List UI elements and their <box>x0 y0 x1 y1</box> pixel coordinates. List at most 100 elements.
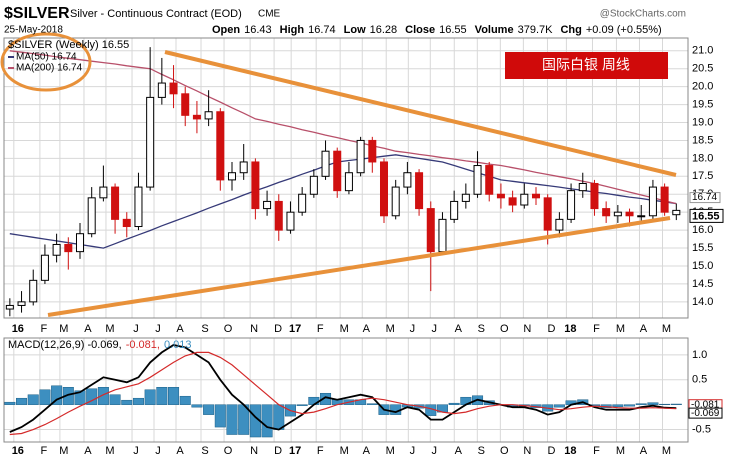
x-tick-label: S <box>478 323 485 335</box>
macd-frame <box>3 337 689 443</box>
candle-body <box>543 197 552 231</box>
candle-body <box>567 190 576 220</box>
histogram-bar <box>51 385 63 405</box>
candle-body <box>391 186 400 217</box>
candle-body <box>508 197 517 206</box>
candle-body <box>87 197 96 235</box>
exchange: CME <box>258 9 281 20</box>
histogram-bar <box>191 404 203 408</box>
y-tick-label: 1.0 <box>692 349 707 361</box>
candle-body <box>204 111 213 120</box>
x-tick-label: F <box>593 445 600 457</box>
x-tick-label: M <box>386 445 395 457</box>
histogram-bar <box>553 404 565 408</box>
candle-body <box>438 218 447 253</box>
x-tick-label: D <box>547 323 555 335</box>
last-value-box <box>688 407 723 419</box>
candle-body <box>111 186 120 220</box>
x-tick-label: A <box>363 445 371 457</box>
x-tick-label: S <box>201 323 208 335</box>
x-tick-label: J <box>155 445 161 457</box>
x-tick-label: A <box>176 445 184 457</box>
x-tick-label: A <box>84 323 92 335</box>
quote-label: Low <box>344 24 366 36</box>
histogram-bar <box>4 401 16 405</box>
last-value-box <box>689 192 721 204</box>
candle-body <box>40 254 49 281</box>
histogram-bar <box>97 387 109 405</box>
histogram-bar <box>226 404 238 435</box>
x-tick-label: J <box>133 323 139 335</box>
candle-body <box>555 218 564 231</box>
candle-body <box>613 211 622 217</box>
x-tick-label: M <box>105 445 114 457</box>
x-tick-label: J <box>133 445 139 457</box>
candle-body <box>64 243 73 253</box>
candle-body <box>134 186 143 228</box>
x-tick-label: A <box>363 323 371 335</box>
histogram-bar <box>273 404 285 430</box>
x-tick-label: O <box>224 445 233 457</box>
y-tick-label: 0.5 <box>692 374 707 386</box>
candle-body <box>75 233 85 253</box>
x-tick-label: O <box>224 323 233 335</box>
x-tick-label: A <box>176 323 184 335</box>
legend-entry: -0.081, <box>126 339 160 351</box>
x-tick-label: N <box>250 445 258 457</box>
trendline-upper <box>164 50 677 177</box>
candle-body <box>403 172 412 188</box>
x-tick-label: M <box>662 445 671 457</box>
candle-body <box>578 182 587 192</box>
candle-body <box>122 218 131 228</box>
x-tick-label: 18 <box>564 323 576 335</box>
candle-body <box>169 82 178 95</box>
histogram-bar <box>203 404 215 415</box>
histogram-bar <box>624 404 636 407</box>
candle-body <box>17 301 26 306</box>
x-tick-label: O <box>500 445 509 457</box>
candle-body <box>368 139 377 163</box>
histogram-bar <box>168 387 180 405</box>
candle-body <box>239 161 248 174</box>
moving-average <box>9 154 677 249</box>
candle-body <box>274 200 283 231</box>
histogram-bar <box>16 397 28 405</box>
candle-body <box>157 82 166 98</box>
histogram-bar <box>448 402 460 405</box>
histogram-bar <box>366 403 378 405</box>
date: 25-May-2018 <box>4 25 63 36</box>
y-tick-label: 14.0 <box>692 296 713 308</box>
y-tick-label: 20.5 <box>692 63 713 75</box>
candle-body <box>181 93 190 116</box>
x-tick-label: N <box>250 323 258 335</box>
legend-entry: MACD(12,26,9) -0.069, <box>8 339 122 351</box>
histogram-bar <box>635 403 647 405</box>
x-tick-label: 17 <box>289 445 301 457</box>
candle-body <box>450 200 459 220</box>
x-tick-label: J <box>155 323 161 335</box>
candle-body <box>286 211 295 231</box>
x-tick-label: A <box>455 445 463 457</box>
annotation: 国际白银 周线 <box>542 57 630 73</box>
quote-value: +0.09 (+0.55%) <box>586 24 662 36</box>
y-tick-label: 15.5 <box>692 242 713 254</box>
price-frame <box>3 37 689 319</box>
y-tick-label: 19.5 <box>692 98 713 110</box>
quote-value: 379.7K <box>518 24 554 36</box>
last-value-box <box>689 208 724 223</box>
histogram-bar <box>261 404 273 438</box>
x-tick-label: S <box>201 445 208 457</box>
y-tick-label: 17.5 <box>692 170 713 182</box>
histogram-bar <box>144 389 156 405</box>
quote-value: 16.55 <box>439 24 467 36</box>
y-tick-label: 14.5 <box>692 278 713 290</box>
x-tick-label: F <box>317 323 324 335</box>
candle-body <box>672 209 681 216</box>
x-tick-label: J <box>432 445 438 457</box>
y-tick-label: 20.0 <box>692 81 713 93</box>
legend-entry: 0.013 <box>164 339 192 351</box>
candle-body <box>52 243 61 256</box>
histogram-bar <box>39 389 51 405</box>
candle-body <box>602 208 611 217</box>
legend-entry: MA(50) 16.74 <box>16 52 77 63</box>
